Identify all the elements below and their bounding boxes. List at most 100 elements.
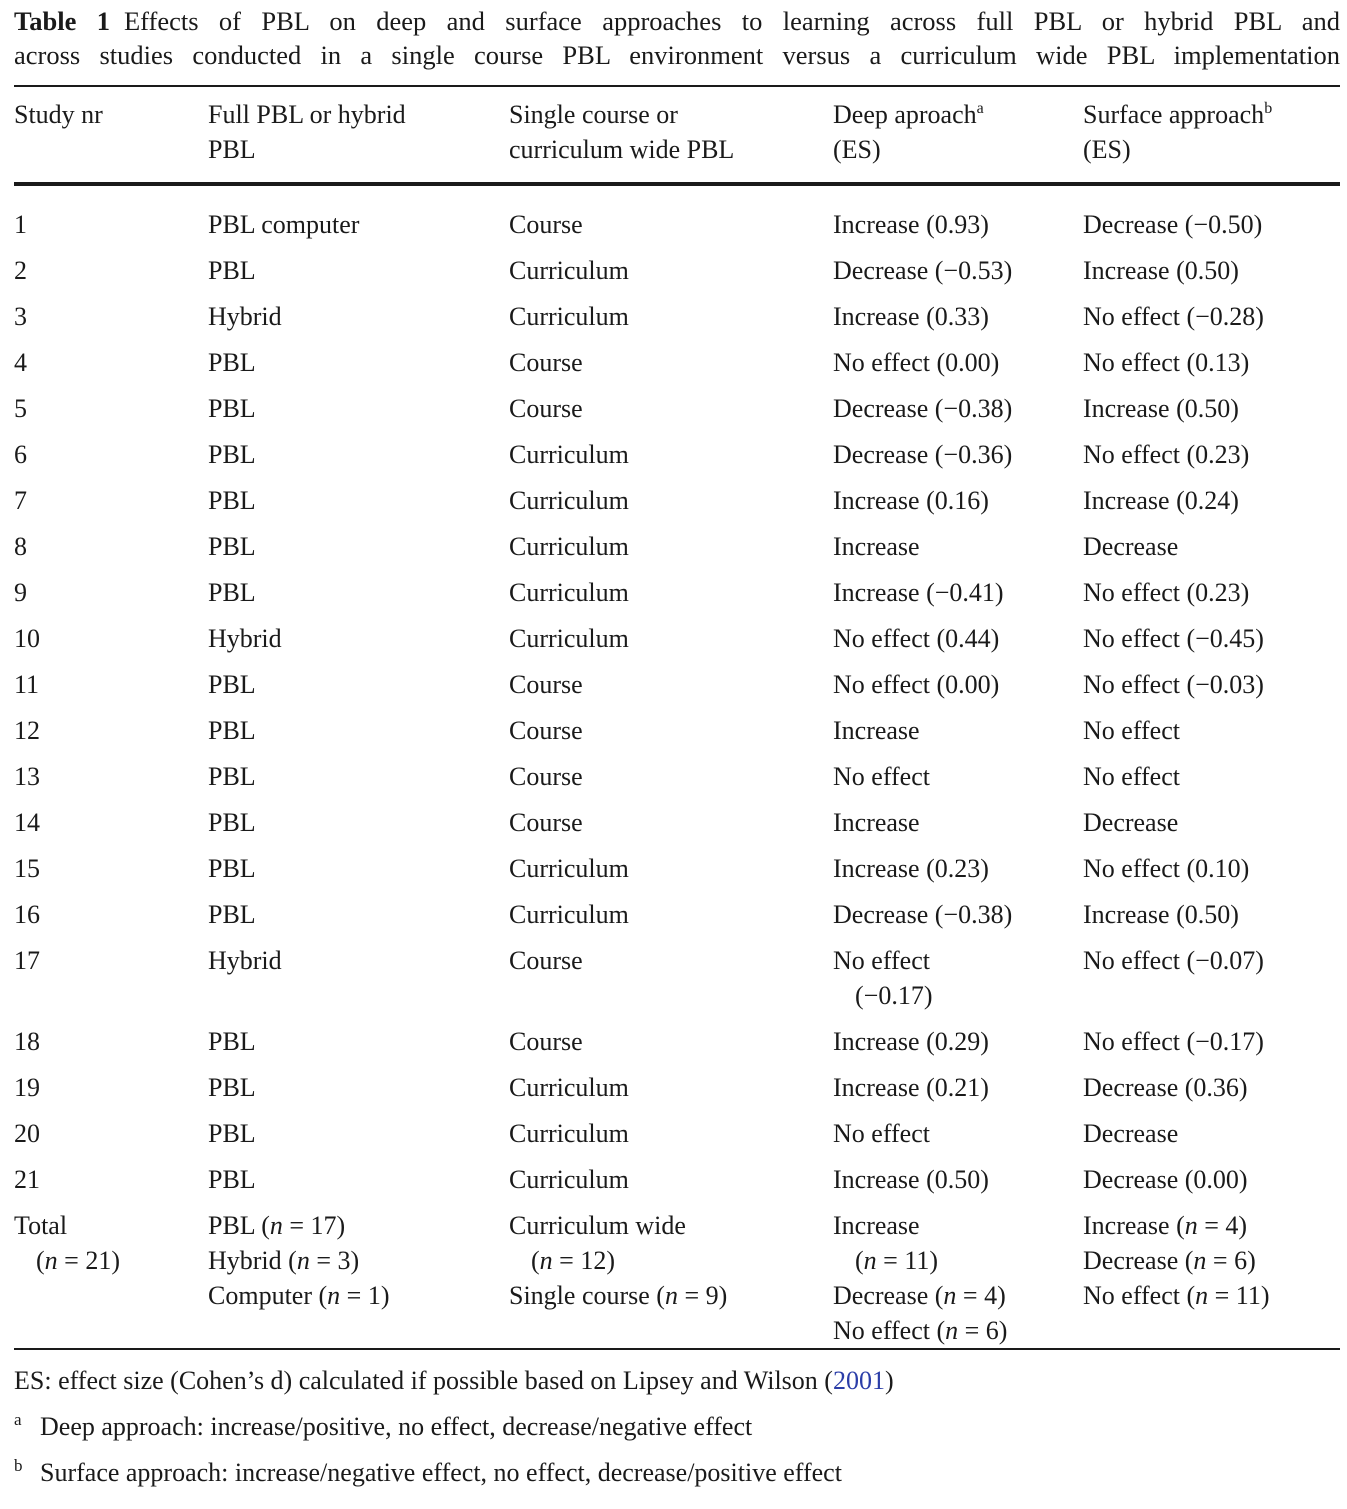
table-bottom-rule — [14, 1348, 1340, 1350]
total-line: (n = 11) — [855, 1246, 939, 1275]
table-row: 13 PBL Course No effect No effect — [14, 759, 1340, 805]
type-cell: PBL — [208, 1073, 256, 1102]
surface-cell: Decrease (0.36) — [1083, 1073, 1248, 1102]
caption-label: Table 1 — [14, 6, 110, 36]
caption-line-1: Effects of PBL on deep and surface appro… — [124, 6, 1341, 36]
study-nr-cell: 20 — [14, 1119, 40, 1148]
study-nr-cell: 10 — [14, 624, 40, 653]
study-nr-cell: 9 — [14, 578, 27, 607]
header-single-or-curriculum: Single course or curriculum wide PBL — [509, 100, 735, 164]
table-page: Table 1 Effects of PBL on deep and surfac… — [14, 0, 1340, 1496]
table-row: 5 PBL Course Decrease (−0.38) Increase (0.50… — [14, 391, 1340, 437]
scope-cell: Curriculum — [509, 578, 629, 607]
table-row: 7 PBL Curriculum Increase (0.16) Increase (0… — [14, 483, 1340, 529]
es-note: ES: effect size (Cohen’s d) calculated i… — [14, 1366, 894, 1395]
surface-cell: Increase (0.50) — [1083, 394, 1239, 423]
table-top-rule — [14, 85, 1340, 87]
surface-cell: Decrease — [1083, 1119, 1179, 1148]
surface-cell: Decrease (−0.50) — [1083, 210, 1263, 239]
table-row: 1 PBL computer Course Increase (0.93) Decrea… — [14, 186, 1340, 253]
surface-cell: No effect (−0.17) — [1083, 1027, 1264, 1056]
total-label: Total — [14, 1211, 68, 1240]
scope-cell: Course — [509, 210, 583, 239]
study-nr-cell: 21 — [14, 1165, 40, 1194]
surface-cell: No effect (0.13) — [1083, 348, 1250, 377]
deep-cell: Increase — [833, 808, 920, 837]
deep-cell: Increase (0.29) — [833, 1027, 989, 1056]
footnote-a: a Deep approach: increase/positive, no ef… — [14, 1410, 753, 1441]
header-deep-approach: Deep aproacha (ES) — [833, 100, 984, 164]
study-nr-cell: 18 — [14, 1027, 40, 1056]
type-cell: PBL — [208, 808, 256, 837]
study-nr-cell: 15 — [14, 854, 40, 883]
scope-cell: Curriculum — [509, 1165, 629, 1194]
type-cell: PBL — [208, 440, 256, 469]
total-line: Hybrid (n = 3) — [208, 1246, 360, 1275]
scope-cell: Course — [509, 946, 583, 975]
type-cell: PBL — [208, 394, 256, 423]
footnote-b: b Surface approach: increase/negative eff… — [14, 1456, 842, 1487]
deep-cell: Increase (0.16) — [833, 486, 989, 515]
table-row: 11 PBL Course No effect (0.00) No effect (−0… — [14, 667, 1340, 713]
surface-cell: No effect (−0.07) — [1083, 946, 1264, 975]
study-nr-cell: 1 — [14, 210, 27, 239]
scope-cell: Curriculum — [509, 624, 629, 653]
study-nr-cell: 3 — [14, 302, 27, 331]
header-study-nr: Study nr — [14, 100, 103, 129]
total-scope-cell: Curriculum wide (n = 12) Single course (n … — [509, 1208, 833, 1348]
study-nr-cell: 6 — [14, 440, 27, 469]
surface-cell: Decrease — [1083, 808, 1179, 837]
total-line: Computer (n = 1) — [208, 1281, 390, 1310]
study-nr-cell: 19 — [14, 1073, 40, 1102]
total-line: Increase (n = 4) — [1083, 1211, 1248, 1240]
scope-cell: Course — [509, 670, 583, 699]
surface-cell: No effect — [1083, 762, 1180, 791]
type-cell: PBL — [208, 486, 256, 515]
deep-cell: No effect — [833, 762, 930, 791]
study-nr-cell: 2 — [14, 256, 27, 285]
total-surface-cell: Increase (n = 4) Decrease (n = 6) No effec… — [1083, 1208, 1340, 1348]
scope-cell: Course — [509, 348, 583, 377]
study-nr-cell: 12 — [14, 716, 40, 745]
deep-cell: No effect (0.00) — [833, 348, 1000, 377]
scope-cell: Curriculum — [509, 900, 629, 929]
total-line: Increase — [833, 1211, 920, 1240]
footnote-mark-a: a — [976, 100, 984, 117]
surface-cell: No effect (0.23) — [1083, 578, 1250, 607]
type-cell: PBL — [208, 348, 256, 377]
caption-line-2: across studies conducted in a single cou… — [14, 40, 1340, 70]
deep-cell: No effect — [833, 1119, 930, 1148]
study-nr-cell: 8 — [14, 532, 27, 561]
deep-cell: Increase — [833, 716, 920, 745]
table-row: 16 PBL Curriculum Decrease (−0.38) Increase … — [14, 897, 1340, 943]
deep-cell: Increase (−0.41) — [833, 578, 1004, 607]
study-nr-cell: 5 — [14, 394, 27, 423]
type-cell: PBL — [208, 762, 256, 791]
type-cell: PBL computer — [208, 210, 360, 239]
deep-cell: No effect (−0.17) — [833, 946, 933, 1010]
surface-cell: Increase (0.50) — [1083, 256, 1239, 285]
surface-cell: No effect (−0.45) — [1083, 624, 1264, 653]
total-line: Decrease (n = 4) — [833, 1281, 1006, 1310]
table-notes: ES: effect size (Cohen’s d) calculated i… — [14, 1358, 1340, 1496]
header-full-or-hybrid: Full PBL or hybrid PBL — [208, 100, 406, 164]
table-row: 8 PBL Curriculum Increase Decrease — [14, 529, 1340, 575]
header-rule — [14, 182, 1340, 186]
surface-cell: No effect (−0.28) — [1083, 302, 1264, 331]
total-type-cell: PBL (n = 17) Hybrid (n = 3) Computer (n = … — [208, 1208, 509, 1348]
table-row: 21 PBL Curriculum Increase (0.50) Decrease (… — [14, 1162, 1340, 1208]
type-cell: Hybrid — [208, 302, 282, 331]
study-nr-cell: 11 — [14, 670, 40, 699]
scope-cell: Course — [509, 394, 583, 423]
type-cell: Hybrid — [208, 946, 282, 975]
type-cell: PBL — [208, 256, 256, 285]
table-row: 10 Hybrid Curriculum No effect (0.44) No eff… — [14, 621, 1340, 667]
surface-cell: Increase (0.24) — [1083, 486, 1239, 515]
citation-link-2001[interactable]: 2001 — [832, 1366, 885, 1395]
scope-cell: Curriculum — [509, 1073, 629, 1102]
deep-cell: Increase (0.50) — [833, 1165, 989, 1194]
total-n: (n = 21) — [36, 1246, 120, 1275]
study-nr-cell: 14 — [14, 808, 40, 837]
scope-cell: Curriculum — [509, 532, 629, 561]
table-row: 20 PBL Curriculum No effect Decrease — [14, 1116, 1340, 1162]
